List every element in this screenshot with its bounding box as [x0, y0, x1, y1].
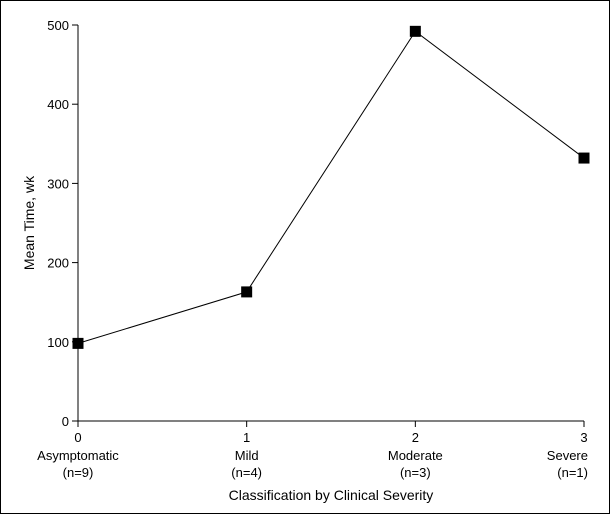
y-tick-label: 300: [47, 176, 69, 191]
x-tick-label: 0: [74, 430, 81, 445]
data-point-marker: [241, 286, 253, 298]
tick-marks: [72, 24, 585, 427]
y-tick-label: 500: [47, 18, 69, 33]
x-category-count: (n=3): [400, 465, 431, 480]
tick-labels: 0 100 200 300 400 500 0 Asymptomatic (n=9) 1 Mild (…: [37, 18, 588, 480]
series-line: [77, 30, 585, 344]
x-category-count: (n=4): [231, 465, 262, 480]
x-category-name: Moderate: [388, 448, 443, 463]
data-point-marker: [72, 337, 84, 349]
x-category-name: Severe: [547, 448, 588, 463]
y-tick-label: 0: [62, 414, 69, 429]
x-category-count: (n=9): [63, 465, 94, 480]
data-point-marker: [578, 152, 590, 164]
y-axis-label: Mean Time, wk: [21, 175, 37, 270]
y-tick-label: 100: [47, 335, 69, 350]
data-point-marker: [409, 25, 421, 37]
x-tick-label: 2: [412, 430, 419, 445]
y-tick-label: 200: [47, 256, 69, 271]
x-category-count: (n=1): [557, 465, 588, 480]
data-series: [72, 25, 590, 349]
x-category-name: Asymptomatic: [37, 448, 119, 463]
axes: [77, 25, 584, 422]
x-category-name: Mild: [235, 448, 259, 463]
x-tick-label: 1: [243, 430, 250, 445]
y-tick-label: 400: [47, 97, 69, 112]
x-tick-label: 3: [580, 430, 587, 445]
x-axis-label: Classification by Clinical Severity: [229, 487, 434, 503]
